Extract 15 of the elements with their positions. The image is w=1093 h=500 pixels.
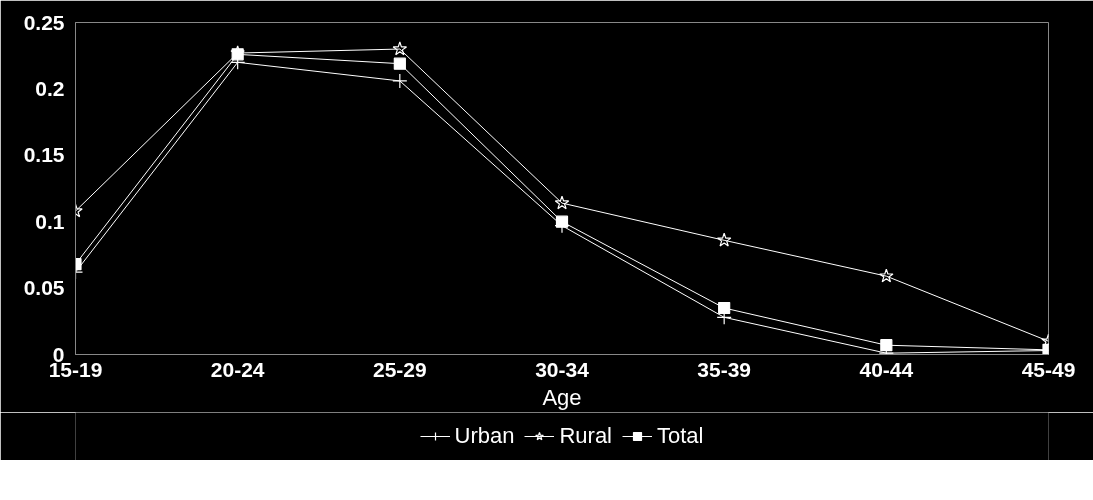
y-tick-label: 0.2 [35, 76, 65, 100]
x-axis-title: Age [542, 384, 582, 410]
x-tick-label: 45-49 [1021, 357, 1076, 381]
x-tick-label: 25-29 [372, 357, 427, 381]
legend-label: Total [657, 423, 704, 449]
y-tick-label: 0.15 [23, 143, 65, 167]
x-tick-label: 20-24 [210, 357, 265, 381]
y-tick-label: 0.1 [35, 209, 65, 233]
y-tick-label: 0.25 [23, 10, 65, 34]
y-tick-label: 0.05 [23, 276, 65, 300]
x-tick-label: 30-34 [535, 357, 590, 381]
legend-label: Rural [559, 423, 613, 449]
x-tick-label: 35-39 [697, 357, 752, 381]
legend-label: Urban [454, 423, 515, 449]
x-tick-label: 40-44 [859, 357, 914, 381]
